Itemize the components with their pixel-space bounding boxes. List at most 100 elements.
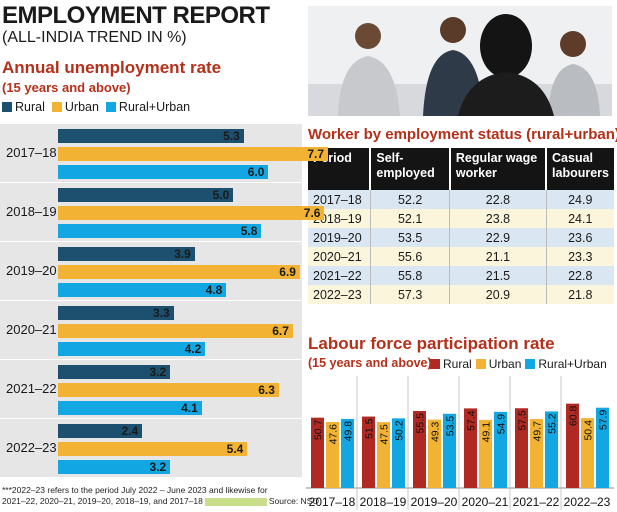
unemployment-bar-rural-urban bbox=[58, 283, 227, 297]
cell-self-employed: 52.2 bbox=[370, 190, 451, 209]
legend-rural: Rural bbox=[2, 100, 45, 114]
lfpr-legend-rural-swatch bbox=[430, 359, 440, 369]
lfpr-bar-value: 47.5 bbox=[379, 424, 391, 445]
unemployment-subtitle: (15 years and above) bbox=[2, 80, 131, 95]
lfpr-bar-rural bbox=[311, 417, 324, 488]
unemployment-bar-value: 7.6 bbox=[303, 206, 321, 220]
table-row: 2019–20 53.5 22.9 23.6 bbox=[308, 228, 614, 247]
period-label: 2020–21 bbox=[6, 322, 57, 337]
lfpr-bar-value: 55.2 bbox=[547, 413, 559, 434]
lfpr-legend: Rural Urban Rural+Urban bbox=[430, 357, 607, 371]
cell-regular-wage: 23.8 bbox=[449, 209, 547, 228]
cell-regular-wage: 22.9 bbox=[449, 228, 547, 247]
unemployment-bar-rural bbox=[58, 424, 143, 438]
unemployment-bar-value: 5.4 bbox=[226, 442, 244, 456]
table-body: 2017–18 52.2 22.8 24.9 2018–19 52.1 23.8 24.1 20… bbox=[308, 190, 614, 304]
lfpr-bar-value: 50.4 bbox=[583, 420, 595, 441]
cell-self-employed: 55.8 bbox=[370, 266, 451, 285]
lfpr-bar-value: 54.9 bbox=[496, 414, 508, 435]
legend-urban: Urban bbox=[51, 100, 99, 114]
unemployment-bar-urban bbox=[58, 147, 328, 161]
cell-period: 2020–21 bbox=[308, 247, 371, 266]
footnote-line-1: ***2022–23 refers to the period July 202… bbox=[2, 485, 268, 495]
legend-rural-urban-swatch bbox=[105, 102, 116, 112]
table-row: 2022–23 57.3 20.9 21.8 bbox=[308, 285, 614, 304]
legend-rural-urban-label: Rural+Urban bbox=[118, 100, 191, 114]
lfpr-bar-urban bbox=[377, 422, 390, 488]
lfpr-bar-rural-urban bbox=[392, 418, 405, 488]
lfpr-bar-urban bbox=[326, 421, 339, 488]
unemployment-bar-value: 7.7 bbox=[307, 147, 324, 161]
unemployment-bar-rural bbox=[58, 129, 244, 143]
unemployment-title: Annual unemployment rate bbox=[2, 58, 222, 77]
footnote-source: Source: NSO bbox=[268, 496, 319, 506]
period-label: 2021–22 bbox=[6, 381, 57, 396]
unemployment-bar-rural-urban bbox=[58, 224, 262, 238]
table-row: 2017–18 52.2 22.8 24.9 bbox=[308, 190, 614, 209]
unemployment-bar-rural-urban bbox=[58, 342, 206, 356]
lfpr-legend-rural-urban-swatch bbox=[525, 359, 536, 369]
lfpr-bar-rural bbox=[464, 408, 477, 488]
unemployment-bar-urban bbox=[58, 442, 248, 456]
footnote-periods: 2021–22, 2020–21, 2019–20, 2018–19, and … bbox=[2, 496, 203, 506]
lfpr-title: Labour force participation rate bbox=[308, 334, 555, 353]
lfpr-bar-value: 53.5 bbox=[445, 416, 457, 437]
lfpr-bar-rural bbox=[413, 411, 426, 488]
unemployment-bar-value: 6.7 bbox=[272, 324, 289, 338]
lfpr-bar-rural bbox=[515, 408, 528, 488]
lfpr-bar-value: 49.1 bbox=[481, 422, 493, 443]
lfpr-bar-rural bbox=[362, 416, 375, 488]
header-casual: Casual labourers bbox=[546, 148, 614, 190]
lfpr-legend-rural: Rural bbox=[430, 357, 472, 371]
lfpr-legend-rural-label: Rural bbox=[443, 357, 472, 371]
unemployment-bar-value: 3.2 bbox=[149, 460, 167, 474]
period-label: 2018–19 bbox=[6, 204, 57, 219]
lfpr-bar-value: 57.9 bbox=[598, 410, 610, 431]
lfpr-bar-value: 57.4 bbox=[466, 410, 478, 431]
cell-regular-wage: 21.5 bbox=[449, 266, 547, 285]
lfpr-bar-urban bbox=[530, 419, 543, 488]
unemployment-bar-rural bbox=[58, 365, 171, 379]
table-row: 2018–19 52.1 23.8 24.1 bbox=[308, 209, 614, 228]
unemployment-bar-rural-urban bbox=[58, 460, 171, 474]
table-row: 2021–22 55.8 21.5 22.8 bbox=[308, 266, 614, 285]
legend-rural-label: Rural bbox=[15, 100, 45, 114]
cell-casual: 21.8 bbox=[546, 285, 614, 304]
legend-rural-urban: Rural+Urban bbox=[105, 100, 191, 114]
lfpr-bar-urban bbox=[428, 419, 441, 488]
lfpr-bar-rural bbox=[566, 403, 579, 488]
cell-regular-wage: 22.8 bbox=[449, 190, 547, 209]
cell-period: 2017–18 bbox=[308, 190, 371, 209]
lfpr-bar-urban bbox=[479, 419, 492, 488]
cell-self-employed: 57.3 bbox=[370, 285, 451, 304]
unemployment-bar-rural-urban bbox=[58, 401, 202, 415]
unemployment-bar-urban bbox=[58, 324, 293, 338]
photo-illustration bbox=[308, 6, 612, 116]
cell-regular-wage: 21.1 bbox=[449, 247, 547, 266]
lfpr-bar-rural-urban bbox=[545, 411, 558, 488]
cell-casual: 22.8 bbox=[546, 266, 614, 285]
lfpr-category-label: 2020–21 bbox=[462, 495, 509, 509]
lfpr-bar-rural-urban bbox=[494, 411, 507, 488]
unemployment-bar-urban bbox=[58, 265, 300, 279]
lfpr-bar-value: 49.7 bbox=[532, 421, 544, 442]
cell-casual: 24.9 bbox=[546, 190, 614, 209]
cell-regular-wage: 20.9 bbox=[449, 285, 547, 304]
photo-interview bbox=[308, 6, 612, 116]
worker-status-table: Period Self-employed Regular wage worker… bbox=[308, 148, 614, 304]
unemployment-bar-rural bbox=[58, 247, 195, 261]
unemployment-bar-value: 3.3 bbox=[153, 306, 170, 320]
cell-casual: 23.6 bbox=[546, 228, 614, 247]
unemployment-bar-value: 3.2 bbox=[149, 365, 167, 379]
unemployment-bar-value: 4.8 bbox=[205, 283, 223, 297]
lfpr-bar-value: 50.7 bbox=[313, 420, 325, 441]
unemployment-bar-urban bbox=[58, 206, 325, 220]
cell-casual: 24.1 bbox=[546, 209, 614, 228]
page-title: EMPLOYMENT REPORT bbox=[2, 2, 270, 29]
lfpr-bar-value: 57.5 bbox=[517, 410, 529, 431]
lfpr-chart: 50.7 47.6 49.8 2017–18 51.5 47.5 50.2 2018–19 55… bbox=[306, 376, 614, 510]
unemployment-bar-rural bbox=[58, 188, 234, 202]
lfpr-bar-rural-urban bbox=[341, 418, 354, 488]
cell-self-employed: 52.1 bbox=[370, 209, 451, 228]
unemployment-bar-rural-urban bbox=[58, 165, 269, 179]
